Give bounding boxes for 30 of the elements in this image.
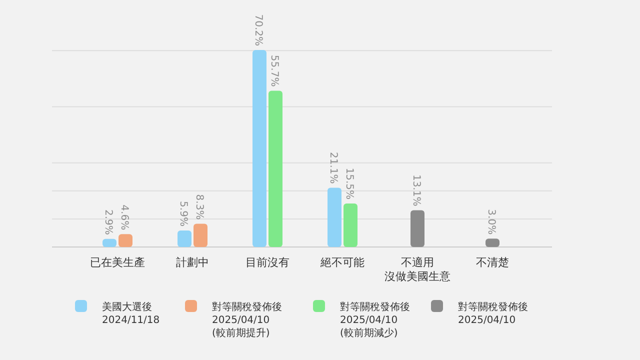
x-tick-label: 目前沒有 (246, 256, 290, 269)
bar (410, 210, 424, 247)
x-tick-label: 絕不可能 (320, 256, 364, 269)
bar (118, 234, 132, 247)
bar (252, 50, 266, 247)
x-tick-label: 不適用沒做美國生意 (384, 256, 450, 283)
bar (178, 230, 192, 247)
legend-label: 對等關稅發佈後 2025/04/10 (較前期減少) (340, 301, 410, 339)
data-label: 13.1% (410, 174, 422, 206)
data-label: 55.7% (268, 54, 280, 87)
legend-label: 對等關稅發佈後 2025/04/10 (較前期提升) (212, 301, 282, 339)
legend-label: 美國大選後 2024/11/18 (102, 301, 160, 326)
bar (268, 90, 282, 247)
data-label: 2.9% (102, 209, 114, 235)
data-label: 3.0% (486, 209, 496, 235)
data-label: 4.6% (118, 204, 130, 230)
x-tick-label: 已在美生產 (90, 256, 145, 269)
bar (194, 224, 208, 247)
data-label: 8.3% (194, 194, 204, 220)
data-label: 15.5% (344, 168, 354, 200)
x-tick-label: 計劃中 (176, 256, 209, 269)
x-tick-label: 不清楚 (476, 256, 509, 269)
data-label: 70.2% (252, 14, 264, 46)
bar (328, 188, 342, 247)
bar (344, 204, 358, 247)
data-label: 5.9% (178, 201, 188, 226)
data-label: 21.1% (328, 152, 338, 184)
bar (102, 238, 116, 247)
legend-label: 對等關稅發佈後 2025/04/10 (458, 301, 528, 326)
bar (486, 238, 500, 247)
